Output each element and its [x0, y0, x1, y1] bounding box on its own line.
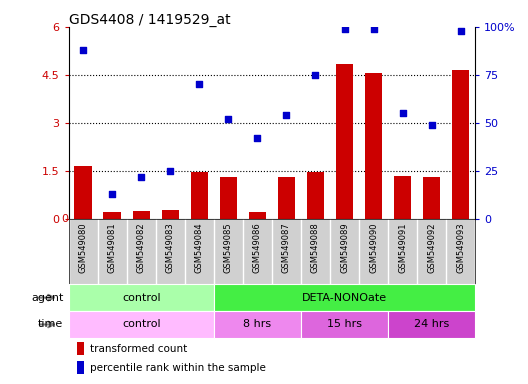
- Point: [456, 28, 465, 34]
- Point: [428, 122, 436, 128]
- Bar: [133, 211, 150, 219]
- Text: GSM549082: GSM549082: [137, 222, 146, 273]
- Bar: [103, 212, 121, 219]
- Point: [195, 81, 204, 88]
- Point: [312, 72, 320, 78]
- Text: GSM549081: GSM549081: [108, 222, 117, 273]
- Point: [79, 47, 88, 53]
- Bar: [77, 342, 84, 355]
- Text: GSM549091: GSM549091: [398, 222, 407, 273]
- Bar: [191, 172, 208, 219]
- Text: GSM549085: GSM549085: [224, 222, 233, 273]
- Bar: [394, 176, 411, 219]
- Point: [369, 26, 378, 32]
- Bar: [336, 64, 353, 219]
- Text: GSM549092: GSM549092: [427, 222, 436, 273]
- Bar: [69, 311, 214, 338]
- Point: [340, 26, 348, 32]
- Text: GSM549090: GSM549090: [369, 222, 378, 273]
- Bar: [423, 177, 440, 219]
- Text: GSM549093: GSM549093: [456, 222, 465, 273]
- Text: agent: agent: [31, 293, 63, 303]
- Text: 0: 0: [62, 214, 69, 224]
- Text: GSM549087: GSM549087: [282, 222, 291, 273]
- Point: [137, 174, 146, 180]
- Bar: [249, 212, 266, 219]
- Bar: [69, 284, 214, 311]
- Bar: [365, 73, 382, 219]
- Text: GSM549089: GSM549089: [340, 222, 349, 273]
- Bar: [77, 361, 84, 374]
- Point: [282, 112, 290, 118]
- Text: 8 hrs: 8 hrs: [243, 319, 271, 329]
- Bar: [162, 210, 179, 219]
- Bar: [214, 311, 301, 338]
- Text: DETA-NONOate: DETA-NONOate: [302, 293, 387, 303]
- Text: GSM549083: GSM549083: [166, 222, 175, 273]
- Point: [224, 116, 232, 122]
- Text: 24 hrs: 24 hrs: [414, 319, 449, 329]
- Point: [253, 135, 262, 141]
- Text: GSM549086: GSM549086: [253, 222, 262, 273]
- Text: control: control: [122, 293, 161, 303]
- Text: GDS4408 / 1419529_at: GDS4408 / 1419529_at: [69, 13, 230, 27]
- Bar: [74, 166, 92, 219]
- Bar: [452, 70, 469, 219]
- Point: [399, 110, 407, 116]
- Text: GSM549080: GSM549080: [79, 222, 88, 273]
- Point: [108, 191, 116, 197]
- Text: GSM549084: GSM549084: [195, 222, 204, 273]
- Point: [166, 168, 174, 174]
- Bar: [388, 311, 475, 338]
- Text: percentile rank within the sample: percentile rank within the sample: [90, 363, 266, 373]
- Bar: [214, 284, 475, 311]
- Bar: [220, 177, 237, 219]
- Text: time: time: [38, 319, 63, 329]
- Bar: [307, 172, 324, 219]
- Text: transformed count: transformed count: [90, 344, 187, 354]
- Text: control: control: [122, 319, 161, 329]
- Text: 15 hrs: 15 hrs: [327, 319, 362, 329]
- Text: GSM549088: GSM549088: [311, 222, 320, 273]
- Bar: [278, 177, 295, 219]
- Bar: [301, 311, 388, 338]
